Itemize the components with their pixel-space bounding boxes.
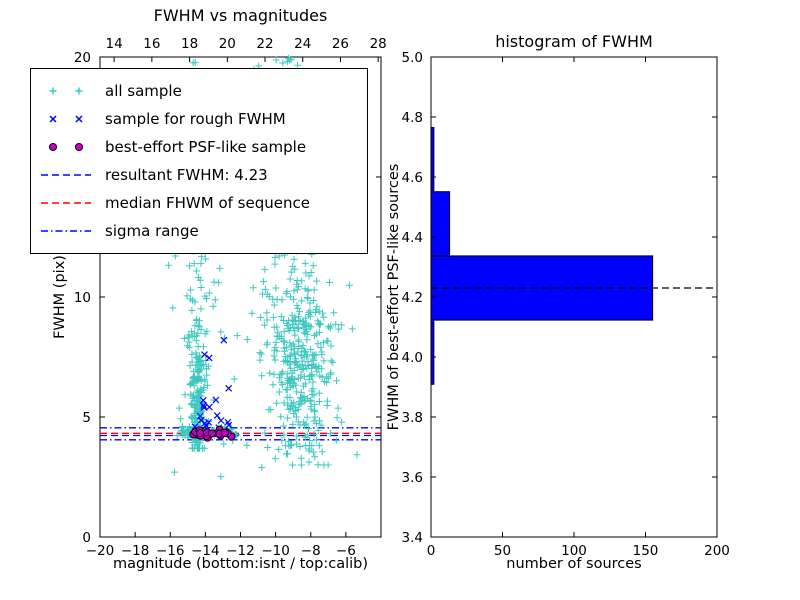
svg-text:20: 20 <box>74 50 91 66</box>
svg-text:24: 24 <box>294 36 311 52</box>
svg-text:28: 28 <box>370 36 387 52</box>
left-xaxis-label: magnitude (bottom:isnt / top:calib) <box>112 556 368 572</box>
svg-text:100: 100 <box>561 543 587 559</box>
left-plot-title: FWHM vs magnitudes <box>153 6 328 25</box>
svg-text:50: 50 <box>494 543 511 559</box>
svg-text:−12: −12 <box>226 543 255 559</box>
svg-text:16: 16 <box>143 36 160 52</box>
svg-text:3.6: 3.6 <box>402 470 423 486</box>
histogram-bar <box>430 191 451 257</box>
left-yaxis-label: FWHM (pix) <box>52 255 68 339</box>
svg-text:−18: −18 <box>121 543 150 559</box>
fwhm-histogram-bars <box>430 127 654 385</box>
svg-text:10: 10 <box>74 290 91 306</box>
right-plot-title: histogram of FWHM <box>495 32 653 51</box>
svg-text:−14: −14 <box>191 543 220 559</box>
svg-text:−10: −10 <box>261 543 290 559</box>
legend-item-psf-sample: best-effort PSF-like sample <box>37 133 361 161</box>
svg-text:−16: −16 <box>156 543 185 559</box>
right-plot: 0 50 100 150 200 3.4 3.6 3.8 4.0 4.2 4.4 4.6 4.8 5.0 <box>402 50 730 559</box>
svg-text:−20: −20 <box>86 543 115 559</box>
legend-label: best-effort PSF-like sample <box>105 138 307 156</box>
right-yaxis-label: FWHM of best-effort PSF-like sources <box>386 163 402 431</box>
legend-item-rough-fwhm: sample for rough FWHM <box>37 105 361 133</box>
legend-item-resultant-fwhm: resultant FWHM: 4.23 <box>37 161 361 189</box>
legend-item-sigma-range: sigma range <box>37 217 361 245</box>
svg-text:5.0: 5.0 <box>402 50 423 66</box>
svg-text:26: 26 <box>332 36 349 52</box>
svg-text:20: 20 <box>219 36 236 52</box>
svg-text:0: 0 <box>427 543 436 559</box>
plus-marker-icon <box>49 87 83 95</box>
svg-text:4.4: 4.4 <box>402 230 423 246</box>
legend: all sample sample for rough FWHM best-ef… <box>30 68 368 254</box>
svg-text:4.8: 4.8 <box>402 110 423 126</box>
svg-text:150: 150 <box>633 543 659 559</box>
right-xaxis-label: number of sources <box>506 556 642 572</box>
circle-marker-icon <box>48 142 84 152</box>
legend-label: all sample <box>105 82 182 100</box>
svg-text:5: 5 <box>82 410 91 426</box>
svg-text:0: 0 <box>82 530 91 546</box>
svg-text:200: 200 <box>704 543 730 559</box>
dashdot-line-icon <box>41 230 91 232</box>
legend-item-median-fwhm: median FHWM of sequence <box>37 189 361 217</box>
svg-text:18: 18 <box>181 36 198 52</box>
svg-text:3.4: 3.4 <box>402 530 423 546</box>
legend-label: sample for rough FWHM <box>105 110 286 128</box>
legend-label: resultant FWHM: 4.23 <box>105 166 268 184</box>
svg-text:−8: −8 <box>301 543 321 559</box>
dashed-line-icon <box>41 174 91 176</box>
svg-text:22: 22 <box>256 36 273 52</box>
svg-text:3.8: 3.8 <box>402 410 423 426</box>
svg-text:4.2: 4.2 <box>402 290 423 306</box>
svg-text:4.0: 4.0 <box>402 350 423 366</box>
legend-item-all-sample: all sample <box>37 77 361 105</box>
legend-label: sigma range <box>105 222 199 240</box>
dashed-line-icon <box>41 202 91 204</box>
legend-label: median FHWM of sequence <box>105 194 310 212</box>
x-marker-icon <box>49 115 83 123</box>
scatter-best-effort-psf-like-sample <box>189 425 236 442</box>
svg-text:−6: −6 <box>336 543 356 559</box>
svg-text:14: 14 <box>106 36 123 52</box>
svg-text:4.6: 4.6 <box>402 170 423 186</box>
